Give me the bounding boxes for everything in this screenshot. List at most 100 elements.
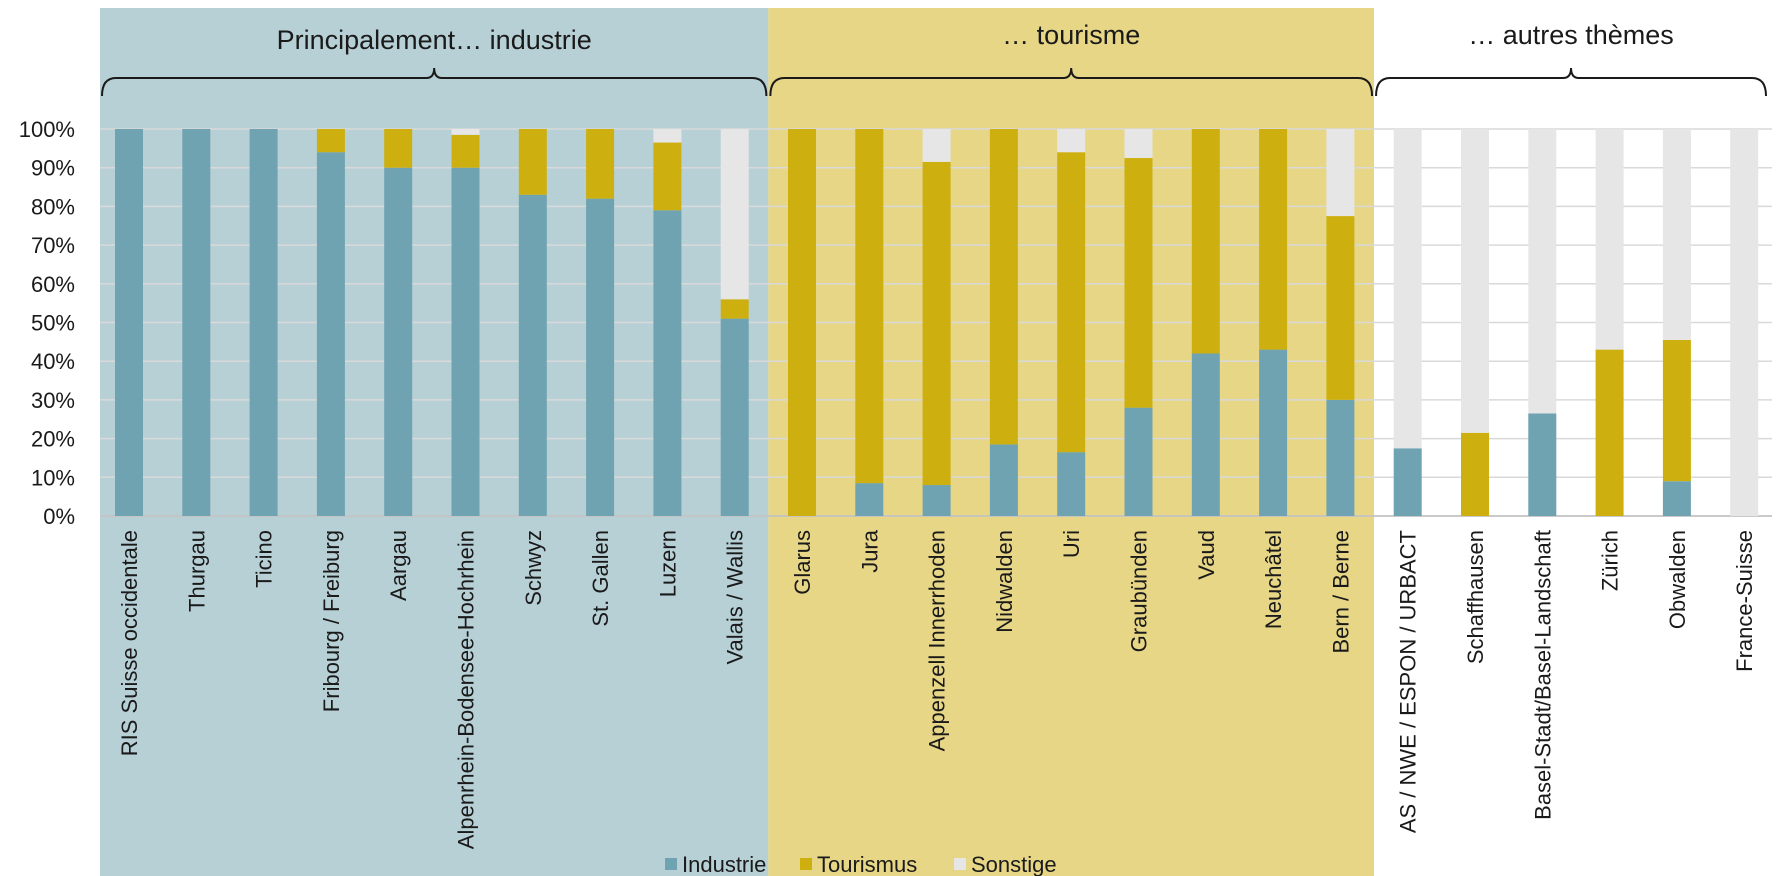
bar-segment [1662,481,1691,516]
category-label: Uri [1059,530,1084,558]
y-tick-label: 20% [31,427,75,452]
category-label: Graubünden [1127,530,1152,652]
y-tick-label: 0% [43,504,75,529]
y-tick-label: 40% [31,349,75,374]
category-label: Jura [857,529,882,573]
legend-swatch [665,858,677,870]
bar-segment [922,129,951,162]
bar-segment [1461,129,1489,433]
y-tick-label: 60% [31,272,75,297]
category-label: Alpenrhein-Bodensee-Hochrhein [454,530,479,849]
bar-segment [855,129,884,484]
legend-swatch [954,858,966,870]
bar-segment [1259,349,1288,516]
bar-segment [518,129,547,195]
bar-segment [1730,129,1759,516]
category-label: Schwyz [521,530,546,606]
bar-segment [451,129,480,135]
bar-segment [586,198,615,516]
bar-segment [1662,129,1691,340]
legend-swatch [800,858,812,870]
category-label: Zürich [1598,530,1623,591]
bar-segment [855,483,884,516]
bar-segment [182,129,211,516]
group-label: … autres thèmes [1468,20,1674,50]
bar-segment [1326,216,1355,400]
bar-segment [720,318,749,516]
y-tick-label: 30% [31,388,75,413]
category-label: Schaffhausen [1463,530,1488,664]
category-label: Bern / Berne [1328,530,1353,654]
bar-segment [384,129,413,168]
bar-segment [922,161,951,486]
y-tick-label: 50% [31,311,75,336]
bar-segment [316,129,345,153]
category-label: RIS Suisse occidentale [117,530,142,756]
group-brace [1375,67,1767,97]
category-label: Basel-Stadt/Basel-Landschaft [1530,530,1555,820]
group-background [1374,8,1772,876]
legend-label: Sonstige [971,852,1057,876]
group-label: … tourisme [1002,20,1140,50]
x-axis-labels: RIS Suisse occidentale Thurgau Ticino Fribo… [117,529,1757,849]
group-annotations: Principalement… industrie … tourisme … aut… [101,20,1767,97]
bar-segment [384,167,413,516]
bar-segment [1124,129,1153,159]
y-tick-label: 80% [31,194,75,219]
legend: Industrie Tourismus Sonstige [665,852,1057,876]
bar-segment [1393,448,1422,516]
bar-segment [518,194,547,517]
category-label: St. Gallen [588,530,613,627]
bar-segment [249,129,278,516]
category-label: Neuchâtel [1261,530,1286,629]
bar-segment [1528,129,1557,414]
bar-segment [1461,432,1489,516]
y-tick-label: 90% [31,156,75,181]
category-label: Glarus [790,530,815,595]
group-brace [101,67,768,97]
bar-segment [1191,129,1220,354]
bar-segment [989,129,1018,445]
bar-segment [1595,349,1624,516]
category-label: Thurgau [184,530,209,612]
category-label: Fribourg / Freiburg [319,530,344,712]
bar-segment [720,129,749,300]
bar-segment [1191,353,1220,516]
bar-segment [653,210,682,516]
legend-label: Tourismus [817,852,917,876]
category-label: Ticino [252,530,277,588]
group-label: Principalement… industrie [277,25,592,55]
bars [115,129,1759,517]
group-brace [769,67,1374,97]
bar-segment [1124,158,1153,408]
category-label: Obwalden [1665,530,1690,629]
y-tick-label: 10% [31,465,75,490]
y-tick-label: 70% [31,233,75,258]
bar-segment [316,152,345,516]
y-tick-label: 100% [19,117,75,142]
category-label: Valais / Wallis [723,530,748,664]
bar-segment [1259,129,1288,350]
y-axis: 0% 10% 20% 30% 40% 50% 60% 70% 80% 90% 100% [19,117,75,529]
category-label: Luzern [655,530,680,597]
bar-segment [451,134,480,168]
bar-segment [1393,129,1422,449]
bar-segment [989,444,1018,516]
bar-segment [1595,129,1624,350]
bar-segment [653,129,682,143]
category-label: Aargau [386,530,411,601]
bar-segment [653,142,682,211]
bar-segment [1057,152,1086,453]
bar-segment [451,167,480,516]
category-label: Vaud [1194,530,1219,580]
legend-label: Industrie [682,852,766,876]
bar-segment [586,129,615,199]
bar-segment [1326,399,1355,516]
bar-segment [115,129,143,516]
category-label: AS / NWE / ESPON / URBACT [1396,530,1421,833]
bar-segment [1124,407,1153,516]
bar-segment [788,129,816,516]
bar-segment [1528,413,1557,516]
